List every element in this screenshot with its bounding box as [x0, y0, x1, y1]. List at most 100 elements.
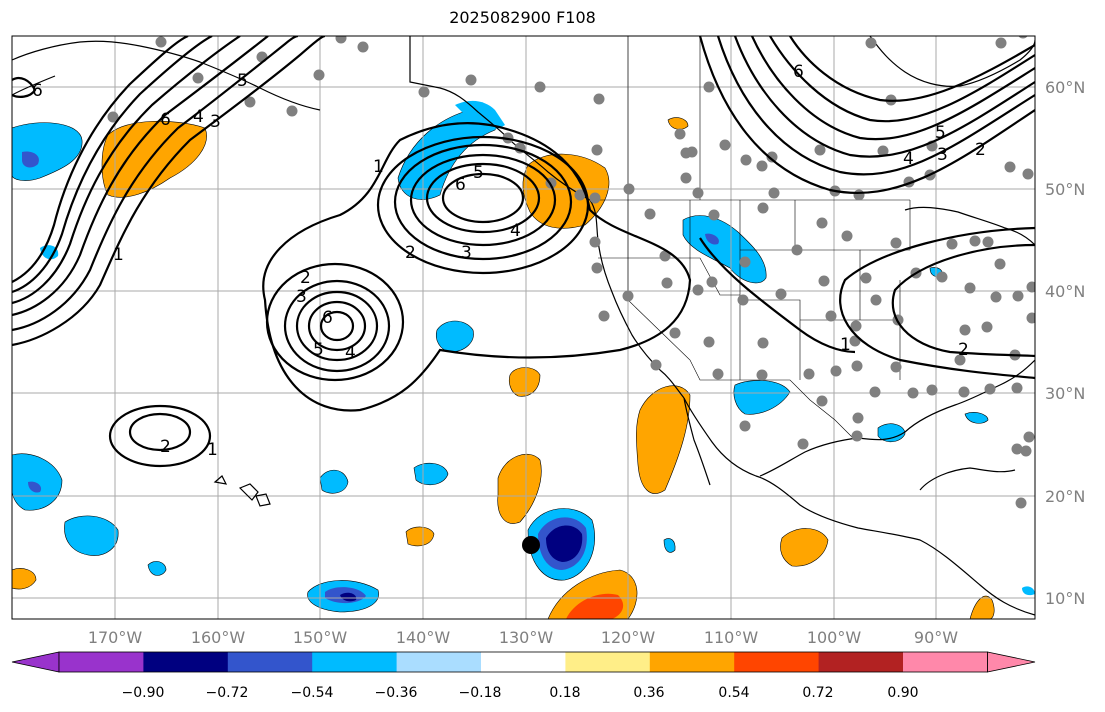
- contour-label: 2: [975, 140, 986, 160]
- lon-label: 100°W: [807, 628, 862, 647]
- lon-label: 110°W: [704, 628, 759, 647]
- colorbar-label: −0.18: [459, 685, 502, 701]
- contour-label: 2: [958, 340, 969, 360]
- contour-label: 6: [32, 81, 43, 101]
- colorbar-label: −0.36: [375, 685, 418, 701]
- contour-label: 1: [113, 245, 124, 265]
- contour-labels: 6 6 5 4 3 1 1 5 6 4 3 2 2 3 6 5 4 2 1 6 …: [32, 62, 986, 460]
- lat-label: 30°N: [1045, 384, 1085, 403]
- contour-label: 3: [210, 112, 221, 132]
- contour-label: 4: [193, 107, 204, 127]
- blue-patch-west-3: [147, 561, 167, 576]
- storm-center-marker: [522, 536, 540, 554]
- contour-label: 1: [207, 440, 218, 460]
- contour-label: 3: [461, 243, 472, 263]
- blue-patch-mexico: [733, 380, 791, 415]
- colorbar-label: 0.72: [802, 685, 833, 701]
- colorbar-segment: [481, 652, 566, 672]
- contour-label: 5: [237, 71, 248, 91]
- colorbar-segment: [565, 652, 651, 672]
- colorbar-label: −0.54: [291, 685, 334, 701]
- blue-patch-west-2: [64, 515, 119, 556]
- colorbar-label: 0.18: [549, 685, 580, 701]
- blue-patch-pacific-1: [435, 320, 474, 353]
- colorbar-segment: [59, 652, 144, 672]
- colorbar-label: −0.90: [122, 685, 165, 701]
- lat-label: 50°N: [1045, 180, 1085, 199]
- darkblue-patch-utah: [705, 233, 719, 245]
- contour-label: 2: [160, 437, 171, 457]
- lat-label: 40°N: [1045, 282, 1085, 301]
- contour-label: 2: [405, 243, 416, 263]
- contour-label: 5: [313, 340, 324, 360]
- lon-label: 120°W: [601, 628, 656, 647]
- lat-label: 20°N: [1045, 487, 1085, 506]
- lon-label: 160°W: [191, 628, 246, 647]
- contour-lines: [12, 36, 1035, 468]
- lon-label: 150°W: [293, 628, 348, 647]
- colorbar: [11, 651, 1036, 673]
- contour-label: 6: [793, 62, 804, 82]
- blue-patch-small-4: [964, 412, 989, 424]
- colorbar-frame: [58, 651, 988, 673]
- political-boundaries: [409, 36, 911, 441]
- colorbar-labels: −0.90 −0.72 −0.54 −0.36 −0.18 0.18 0.36 …: [122, 685, 919, 701]
- contour-label: 5: [473, 163, 484, 183]
- orange-patch-se: [969, 595, 995, 619]
- shaded-fields: [12, 100, 1035, 619]
- orange-patch-nw: [101, 120, 207, 198]
- colorbar-label: 0.36: [633, 685, 664, 701]
- colorbar-segment: [649, 652, 735, 672]
- lon-label: 90°W: [914, 628, 958, 647]
- lat-label: 10°N: [1045, 589, 1085, 608]
- lon-label: 170°W: [88, 628, 143, 647]
- orange-patch-small-1: [667, 117, 689, 130]
- colorbar-extend-high: [987, 651, 1036, 673]
- colorbar-label: 0.54: [718, 685, 749, 701]
- contour-label: 4: [345, 343, 356, 363]
- colorbar-extend-low: [11, 651, 60, 673]
- contour-label: 5: [935, 123, 946, 143]
- longitude-labels: 170°W 160°W 150°W 140°W 130°W 120°W 110°…: [88, 628, 958, 647]
- blue-patch-small-5: [663, 538, 676, 553]
- darkblue-patch-nw: [22, 151, 39, 168]
- coastlines: [12, 36, 1035, 616]
- contour-label: 3: [937, 145, 948, 165]
- map-title: 2025082900 F108: [449, 8, 596, 27]
- blue-patch-small-8: [1022, 586, 1035, 596]
- darkblue-patch-west-1: [28, 481, 42, 493]
- lat-label: 60°N: [1045, 78, 1085, 97]
- colorbar-segment: [734, 652, 820, 672]
- latitude-labels: 60°N 50°N 40°N 30°N 20°N 10°N: [1045, 78, 1085, 608]
- orange-patch-pacific-1: [497, 453, 542, 524]
- map-frame: [11, 35, 1036, 620]
- contour-label: 4: [510, 221, 521, 241]
- contour-label: 2: [300, 268, 311, 288]
- colorbar-segment: [227, 652, 313, 672]
- contour-label: 6: [160, 110, 171, 130]
- contour-label: 6: [455, 175, 466, 195]
- blue-patch-alaska: [455, 100, 505, 130]
- orange-patch-pacific-3: [405, 526, 435, 547]
- contour-label: 1: [373, 157, 384, 177]
- colorbar-segment: [903, 652, 988, 672]
- red-patch-south: [566, 593, 624, 619]
- colorbar-segment: [396, 652, 482, 672]
- navy-patch-south: [340, 592, 357, 602]
- contour-label: 3: [296, 287, 307, 307]
- contour-label: 4: [903, 149, 914, 169]
- gridlines: [12, 36, 1035, 619]
- lon-label: 140°W: [396, 628, 451, 647]
- orange-patch-central-america: [780, 528, 829, 567]
- contour-label: 1: [840, 335, 851, 355]
- orange-patch-pacific-2: [508, 367, 541, 397]
- navy-patch-center: [546, 525, 583, 562]
- colorbar-segment: [143, 652, 229, 672]
- contour-label: 6: [322, 308, 333, 328]
- colorbar-label: 0.90: [887, 685, 918, 701]
- colorbar-label: −0.72: [206, 685, 249, 701]
- lon-label: 130°W: [499, 628, 554, 647]
- colorbar-segment: [312, 652, 398, 672]
- blue-patch-small-1: [319, 469, 349, 494]
